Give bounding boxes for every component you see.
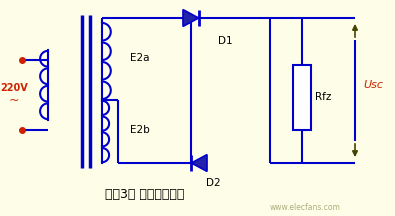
Text: E2b: E2b <box>130 125 150 135</box>
Polygon shape <box>183 10 199 26</box>
Text: ~: ~ <box>9 94 19 106</box>
Bar <box>293 65 311 130</box>
Text: www.elecfans.com: www.elecfans.com <box>269 203 340 211</box>
Text: Usc: Usc <box>363 81 383 91</box>
Text: D1: D1 <box>218 36 232 46</box>
Bar <box>1 1 394 187</box>
Polygon shape <box>192 155 207 172</box>
Text: Rfz: Rfz <box>315 92 331 103</box>
Text: 220V: 220V <box>0 83 28 93</box>
Text: 图（3） 全波整流电路: 图（3） 全波整流电路 <box>105 189 185 202</box>
Text: E2a: E2a <box>130 53 149 63</box>
Text: D2: D2 <box>206 178 220 188</box>
